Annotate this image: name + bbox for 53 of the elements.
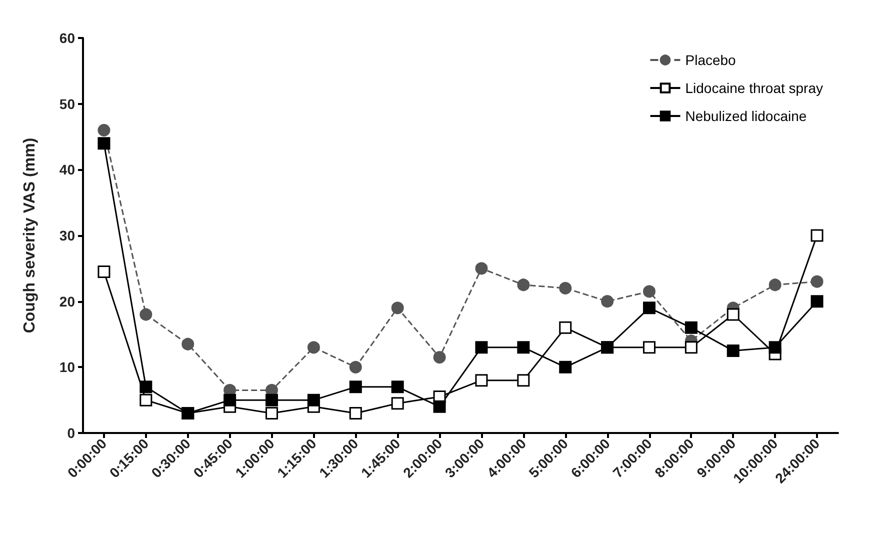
y-axis-title: Cough severity VAS (mm) — [22, 138, 38, 334]
point — [140, 308, 152, 321]
point — [643, 285, 656, 298]
point — [98, 265, 110, 278]
point — [643, 341, 656, 354]
y-tick-label: 10 — [59, 359, 76, 376]
point — [517, 278, 530, 292]
y-tick-label: 0 — [67, 425, 76, 441]
point — [349, 380, 362, 394]
y-tick-label: 40 — [59, 162, 76, 178]
point — [140, 380, 152, 394]
point — [726, 308, 740, 321]
point — [559, 282, 572, 294]
point — [810, 275, 824, 288]
point — [307, 341, 320, 354]
point — [810, 295, 824, 308]
point — [433, 351, 446, 364]
y-tick-label: 30 — [59, 228, 76, 244]
legend-label: Lidocaine throat spray — [685, 80, 824, 96]
point — [391, 397, 404, 410]
point — [517, 374, 530, 387]
point — [182, 338, 194, 350]
point — [559, 321, 572, 334]
point — [391, 302, 404, 314]
point — [768, 278, 782, 292]
point — [98, 124, 110, 136]
point — [475, 374, 488, 387]
point — [601, 295, 614, 308]
point — [559, 360, 572, 374]
point — [391, 380, 404, 394]
point — [726, 344, 740, 357]
legend-label: Nebulized lidocaine — [685, 108, 807, 124]
y-tick-label: 50 — [59, 96, 76, 112]
point — [517, 341, 530, 354]
point — [224, 394, 236, 406]
point — [475, 341, 488, 354]
y-tick-label: 20 — [59, 293, 76, 310]
point — [98, 137, 110, 150]
y-tick-label: 60 — [59, 30, 76, 46]
point — [643, 302, 656, 314]
legend-label: Placebo — [685, 52, 736, 68]
point — [684, 321, 698, 334]
point — [140, 394, 152, 406]
point — [433, 400, 446, 413]
point — [349, 407, 362, 420]
point — [307, 394, 320, 406]
point — [810, 229, 824, 242]
point — [768, 341, 782, 354]
point — [475, 262, 488, 275]
point — [266, 407, 278, 420]
point — [684, 341, 698, 354]
point — [349, 360, 362, 374]
point — [266, 394, 278, 406]
